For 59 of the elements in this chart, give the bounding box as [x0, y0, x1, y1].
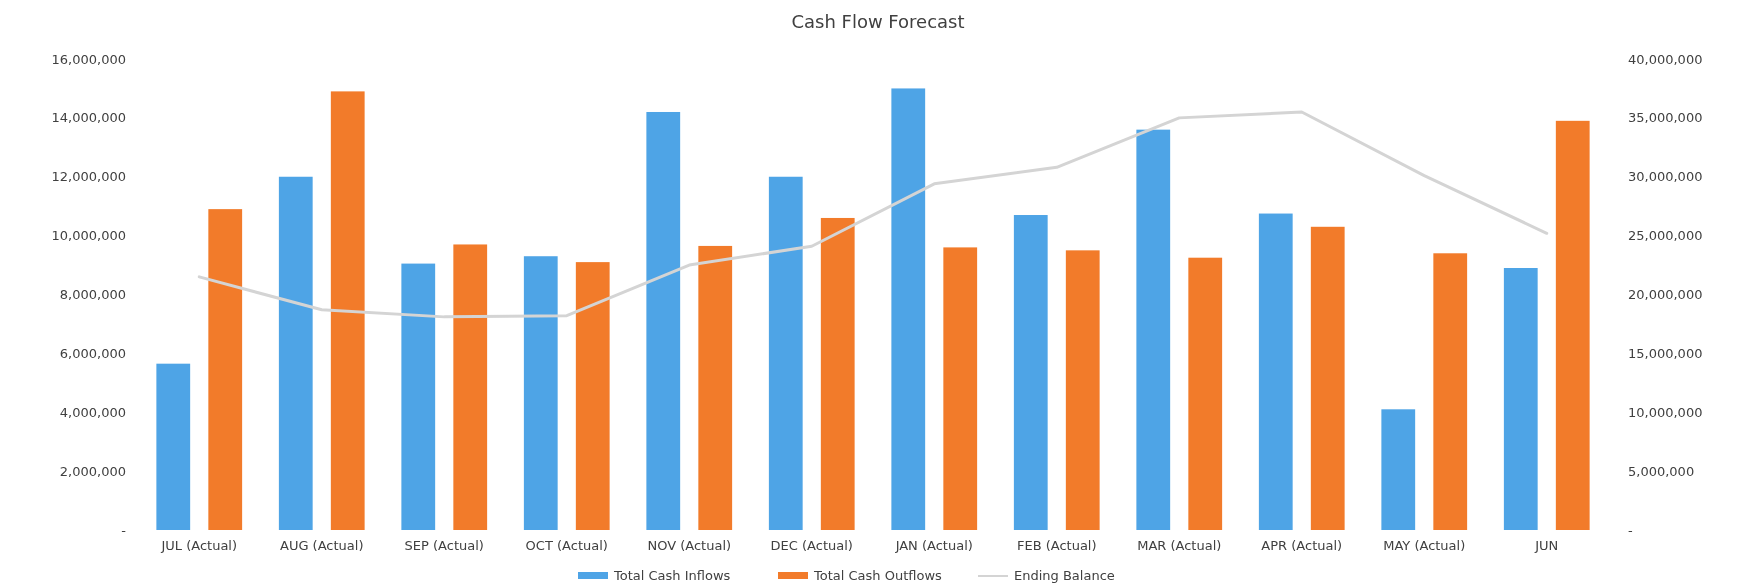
x-tick-label: JAN (Actual) — [894, 538, 973, 553]
y2-tick-label: - — [1628, 522, 1633, 538]
y-tick-label: - — [121, 522, 127, 538]
bar — [1013, 215, 1048, 530]
bar — [1503, 268, 1538, 530]
y2-tick-label: 15,000,000 — [1628, 345, 1703, 361]
y2-tick-label: 5,000,000 — [1628, 463, 1695, 479]
y-tick-label: 4,000,000 — [59, 404, 126, 420]
x-tick-label: SEP (Actual) — [404, 538, 484, 553]
x-tick-label: FEB (Actual) — [1016, 538, 1097, 553]
y2-tick-label: 25,000,000 — [1628, 228, 1703, 244]
x-tick-label: JUN — [1534, 538, 1559, 553]
y-tick-label: 14,000,000 — [51, 110, 126, 126]
bar — [646, 111, 681, 530]
bar — [1188, 257, 1223, 530]
x-tick-label: DEC (Actual) — [770, 538, 853, 553]
bar — [1555, 120, 1590, 530]
bar — [1065, 250, 1100, 530]
y2-tick-label: 40,000,000 — [1628, 51, 1703, 67]
x-tick-label: APR (Actual) — [1261, 538, 1343, 553]
bar — [820, 217, 855, 530]
bar — [1381, 409, 1416, 530]
legend-label: Total Cash Outflows — [813, 568, 943, 583]
bar — [1258, 213, 1293, 530]
bar — [1310, 226, 1345, 530]
bar — [208, 209, 243, 530]
y-tick-label: 10,000,000 — [51, 228, 126, 244]
y2-tick-label: 35,000,000 — [1628, 110, 1703, 126]
bar — [1433, 253, 1468, 530]
legend-label: Ending Balance — [1014, 568, 1115, 583]
bar — [401, 263, 436, 530]
x-tick-label: AUG (Actual) — [280, 538, 364, 553]
bar — [768, 176, 803, 530]
bar — [575, 262, 610, 530]
x-tick-label: OCT (Actual) — [525, 538, 608, 553]
bar — [330, 91, 365, 530]
bar — [523, 256, 558, 530]
bar — [1136, 129, 1171, 530]
bar — [278, 176, 313, 530]
y-tick-label: 8,000,000 — [59, 287, 126, 303]
y2-tick-label: 10,000,000 — [1628, 404, 1703, 420]
y2-tick-label: 30,000,000 — [1628, 169, 1703, 185]
y-tick-label: 6,000,000 — [59, 345, 126, 361]
y-tick-label: 12,000,000 — [51, 169, 126, 185]
y-tick-label: 16,000,000 — [51, 51, 126, 67]
bar — [943, 247, 978, 530]
x-tick-label: JUL (Actual) — [160, 538, 238, 553]
bar — [156, 363, 191, 530]
bar — [891, 88, 926, 530]
x-tick-label: MAY (Actual) — [1383, 538, 1466, 553]
legend-label: Total Cash Inflows — [613, 568, 731, 583]
bar — [698, 245, 733, 530]
x-tick-label: NOV (Actual) — [647, 538, 732, 553]
line-series — [197, 110, 1549, 319]
bar — [453, 244, 488, 530]
y2-tick-label: 20,000,000 — [1628, 287, 1703, 303]
y-tick-label: 2,000,000 — [59, 463, 126, 479]
chart-title: Cash Flow Forecast — [791, 11, 965, 32]
x-tick-label: MAR (Actual) — [1137, 538, 1222, 553]
